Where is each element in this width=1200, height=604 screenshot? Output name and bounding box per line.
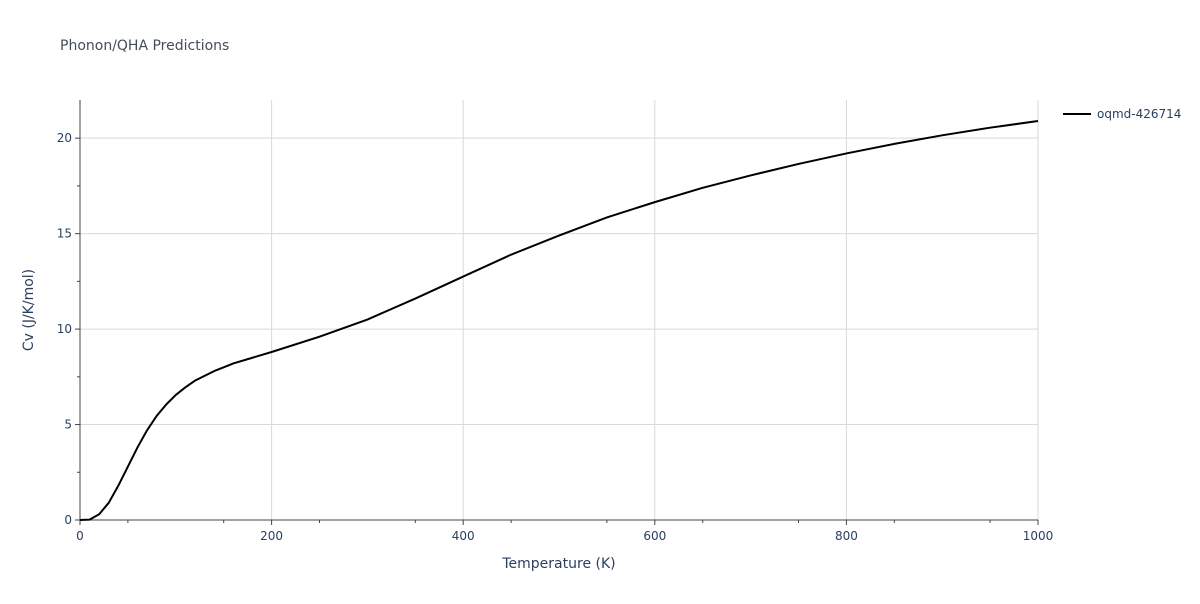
legend-label: oqmd-426714 <box>1097 107 1181 121</box>
x-tick-label: 0 <box>76 529 84 543</box>
y-tick-label: 15 <box>57 227 72 241</box>
y-tick-label: 0 <box>64 513 72 527</box>
y-gridlines <box>80 137 1038 426</box>
x-axis-title: Temperature (K) <box>501 556 615 572</box>
y-tick-label: 5 <box>64 418 72 432</box>
x-tick-label: 200 <box>260 529 283 543</box>
y-ticks: 0 5 10 15 20 <box>57 131 80 527</box>
y-tick-label: 10 <box>57 322 72 336</box>
legend[interactable]: oqmd-426714 <box>1063 107 1181 121</box>
x-tick-label: 600 <box>643 529 666 543</box>
x-ticks: 0 200 400 600 800 1000 <box>76 520 1053 543</box>
series-layer <box>79 120 1039 521</box>
x-gridlines <box>271 100 1039 520</box>
x-tick-label: 400 <box>452 529 475 543</box>
x-tick-label: 800 <box>835 529 858 543</box>
x-tick-label: 1000 <box>1023 529 1054 543</box>
chart-title: Phonon/QHA Predictions <box>60 38 229 54</box>
y-axis-title: Cv (J/K/mol) <box>21 269 37 351</box>
series-line[interactable] <box>79 120 1039 521</box>
axes <box>79 100 1038 521</box>
y-tick-label: 20 <box>57 131 72 145</box>
